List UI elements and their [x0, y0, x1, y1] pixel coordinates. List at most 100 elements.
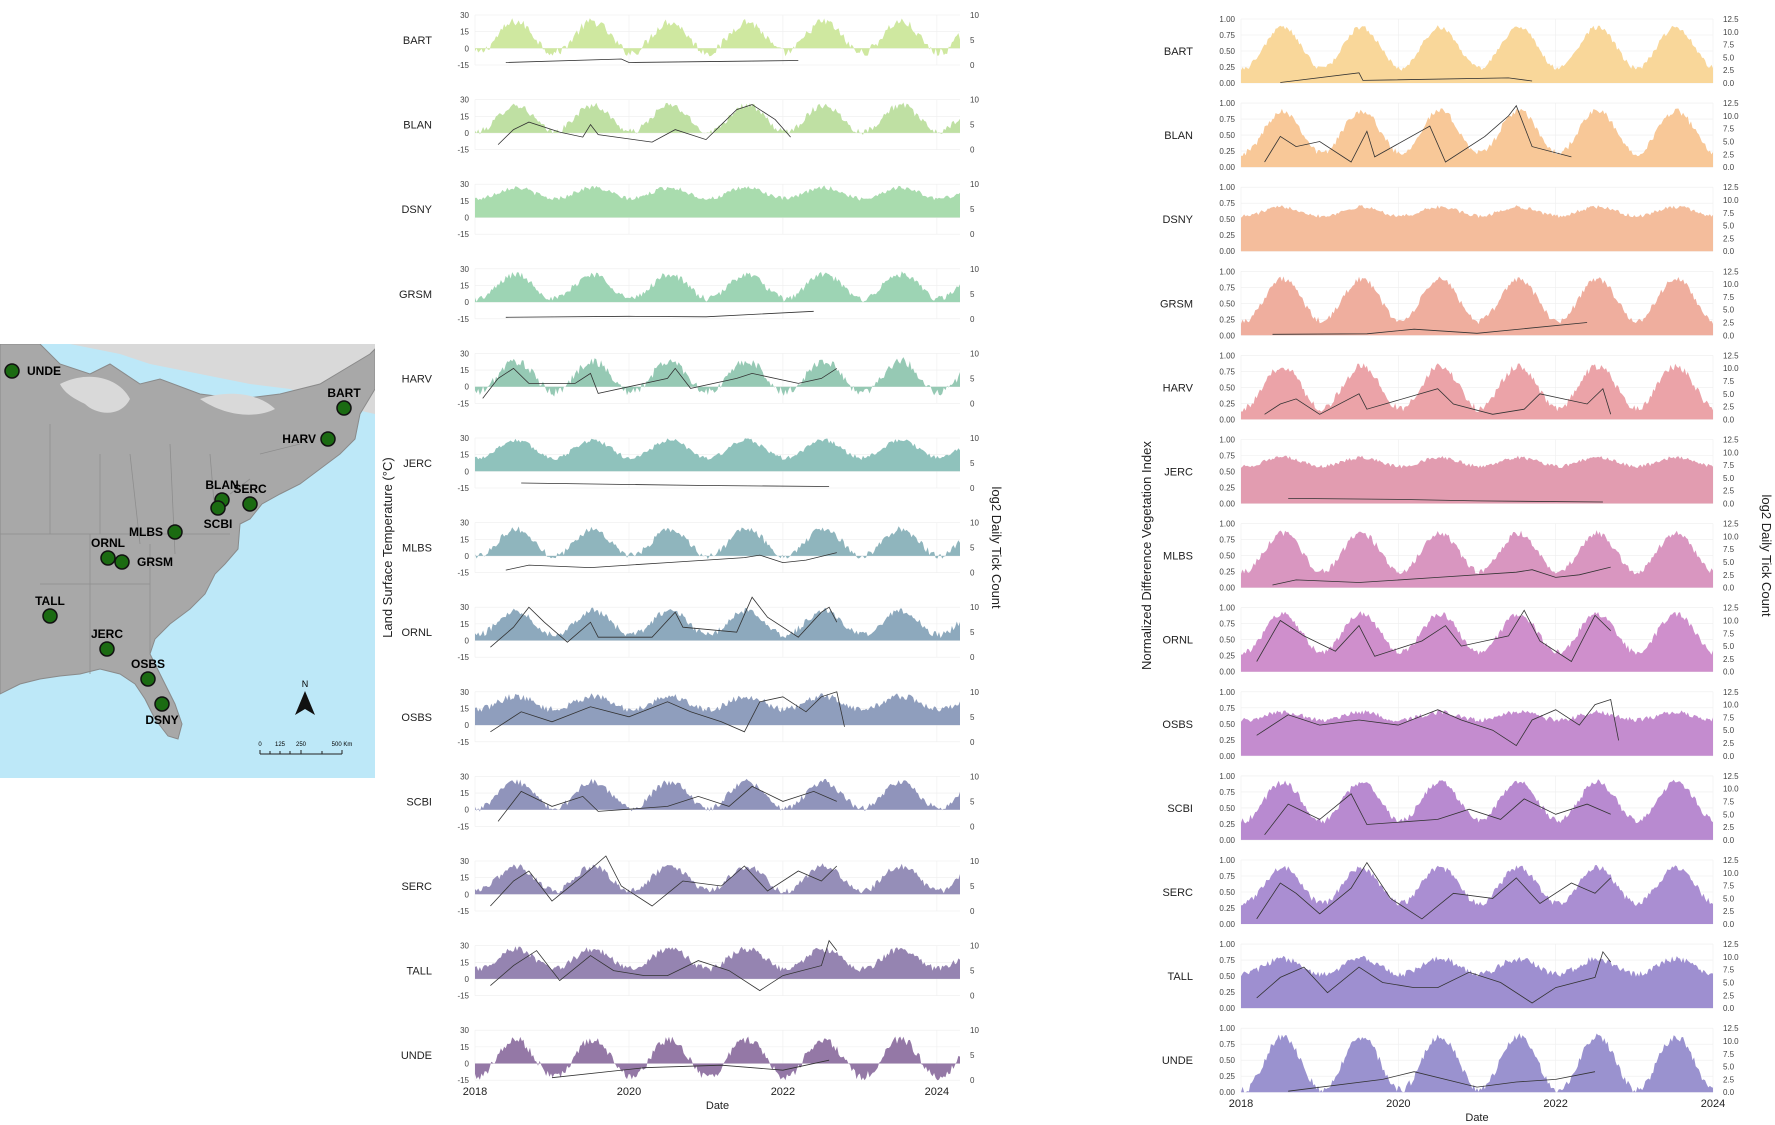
site-marker-tall: TALL — [35, 594, 65, 624]
y2-tick-label: 2.5 — [1723, 739, 1735, 748]
site-label: GRSM — [137, 555, 173, 569]
y-tick-label: 0.25 — [1219, 63, 1235, 72]
y-tick-label: 0 — [465, 298, 470, 307]
tick-line-tall — [1256, 950, 1612, 1004]
y2-tick-label: 0.0 — [1723, 920, 1735, 929]
scale-tick: 125 — [275, 742, 286, 748]
tick-line-harv — [482, 367, 838, 399]
y-tick-label: 0.50 — [1219, 383, 1235, 392]
y-tick-label: 0 — [465, 44, 470, 53]
y2-tick-label: 10 — [970, 857, 979, 866]
facet-mlbs: 0.00 0.25 0.50 0.75 1.00 0.0 2.5 5.0 7.5 10.0 12.5… — [1163, 520, 1739, 593]
y-tick-label: 15 — [460, 958, 469, 967]
y-tick-label: 0.00 — [1219, 247, 1235, 256]
tick-line-scbi — [1264, 793, 1611, 836]
y2-tick-label: 5 — [970, 544, 975, 553]
y2-tick-label: 10 — [970, 688, 979, 697]
site-marker-grsm: GRSM — [114, 554, 173, 570]
facet-label: BLAN — [1164, 130, 1193, 142]
y2-tick-label: 0.0 — [1723, 163, 1735, 172]
facet-harv: 0.00 0.25 0.50 0.75 1.00 0.0 2.5 5.0 7.5 10.0 12.5… — [1163, 351, 1739, 424]
y-tick-label: 0.50 — [1219, 47, 1235, 56]
y2-tick-label: 2.5 — [1723, 823, 1735, 832]
y-tick-label: 0.25 — [1219, 315, 1235, 324]
x-tick-label: 2024 — [925, 1086, 949, 1098]
y-tick-label: 1.00 — [1219, 604, 1235, 613]
y-tick-label: -15 — [457, 315, 469, 324]
y-tick-label: 0.50 — [1219, 552, 1235, 561]
site-marker-osbs: OSBS — [131, 657, 165, 687]
facet-jerc: 0.00 0.25 0.50 0.75 1.00 0.0 2.5 5.0 7.5 10.0 12.5… — [1164, 436, 1739, 509]
y-tick-label: 0.75 — [1219, 367, 1235, 376]
y-tick-label: 15 — [460, 535, 469, 544]
scale-tick: 500 Km — [332, 742, 353, 748]
y2-tick-label: 5.0 — [1723, 138, 1735, 147]
facet-scbi: 0.00 0.25 0.50 0.75 1.00 0.0 2.5 5.0 7.5 10.0 12.5… — [1167, 772, 1739, 845]
y2-tick-label: 0.0 — [1723, 1088, 1735, 1097]
y2-tick-label: 12.5 — [1723, 604, 1739, 613]
y-tick-label: -15 — [457, 653, 469, 662]
y-tick-label: 0.00 — [1219, 584, 1235, 593]
y2-tick-label: 7.5 — [1723, 882, 1735, 891]
y2-tick-label: 0.0 — [1723, 752, 1735, 761]
y2-tick-label: 7.5 — [1723, 966, 1735, 975]
y2-tick-label: 5.0 — [1723, 979, 1735, 988]
tick-line-blan — [1264, 104, 1572, 163]
x-axis-label: Date — [1465, 1112, 1488, 1124]
y2-tick-label: 7.5 — [1723, 545, 1735, 554]
y-tick-label: 15 — [460, 281, 469, 290]
y-tick-label: 0.00 — [1219, 415, 1235, 424]
y2-tick-label: 5.0 — [1723, 390, 1735, 399]
y2-tick-label: 7.5 — [1723, 798, 1735, 807]
tick-line-unde — [1288, 1071, 1596, 1092]
y-tick-label: 30 — [460, 11, 469, 20]
y2-tick-label: 2.5 — [1723, 66, 1735, 75]
y2-tick-label: 12.5 — [1723, 99, 1739, 108]
y-tick-label: 0.25 — [1219, 568, 1235, 577]
site-label: UNDE — [27, 364, 61, 378]
y-tick-label: 0.00 — [1219, 836, 1235, 845]
y2-tick-label: 5 — [970, 882, 975, 891]
tick-line-harv — [1264, 387, 1612, 415]
y-tick-label: 0.50 — [1219, 888, 1235, 897]
y2-tick-label: 0 — [970, 230, 975, 239]
y-tick-label: 15 — [460, 789, 469, 798]
site-label: JERC — [91, 627, 123, 641]
y-tick-label: -15 — [457, 992, 469, 1001]
y-tick-label: 0.00 — [1219, 668, 1235, 677]
y2-tick-label: 10 — [970, 11, 979, 20]
y2-tick-label: 10 — [970, 349, 979, 358]
scale-tick: 250 — [296, 742, 307, 748]
y2-tick-label: 0.0 — [1723, 1004, 1735, 1013]
y-tick-label: 0.50 — [1219, 1056, 1235, 1065]
y-tick-label: -15 — [457, 1076, 469, 1085]
tick-line-bart — [1280, 72, 1533, 83]
y2-tick-label: 0 — [970, 738, 975, 747]
y-tick-label: 0.25 — [1219, 988, 1235, 997]
y-tick-label: 0.25 — [1219, 231, 1235, 240]
y2-tick-label: 5 — [970, 628, 975, 637]
y2-tick-label: 12.5 — [1723, 183, 1739, 192]
facet-label: GRSM — [1160, 298, 1193, 310]
tick-line-jerc — [1288, 498, 1603, 503]
y2-tick-label: 10 — [970, 434, 979, 443]
outer-land — [0, 344, 375, 414]
y-tick-label: 0.50 — [1219, 131, 1235, 140]
y-tick-label: 1.00 — [1219, 183, 1235, 192]
y-tick-label: 0.25 — [1219, 904, 1235, 913]
y2-tick-label: 2.5 — [1723, 1075, 1735, 1084]
facet-unde: 0.00 0.25 0.50 0.75 1.00 0.0 2.5 5.0 7.5 10.0 12.5… — [1162, 1024, 1739, 1097]
facet-label: ORNL — [1162, 635, 1193, 647]
y-tick-label: 30 — [460, 688, 469, 697]
y-tick-label: 15 — [460, 451, 469, 460]
y2-tick-label: 12.5 — [1723, 267, 1739, 276]
tick-line-scbi — [497, 785, 837, 822]
y-tick-label: 30 — [460, 519, 469, 528]
y2-tick-label: 0.0 — [1723, 247, 1735, 256]
y-tick-label: 15 — [460, 1043, 469, 1052]
y-tick-label: 0.75 — [1219, 620, 1235, 629]
y2-tick-label: 5.0 — [1723, 1063, 1735, 1072]
y-tick-label: 1.00 — [1219, 99, 1235, 108]
y2-tick-label: 0 — [970, 1076, 975, 1085]
site-label: SCBI — [204, 517, 233, 531]
